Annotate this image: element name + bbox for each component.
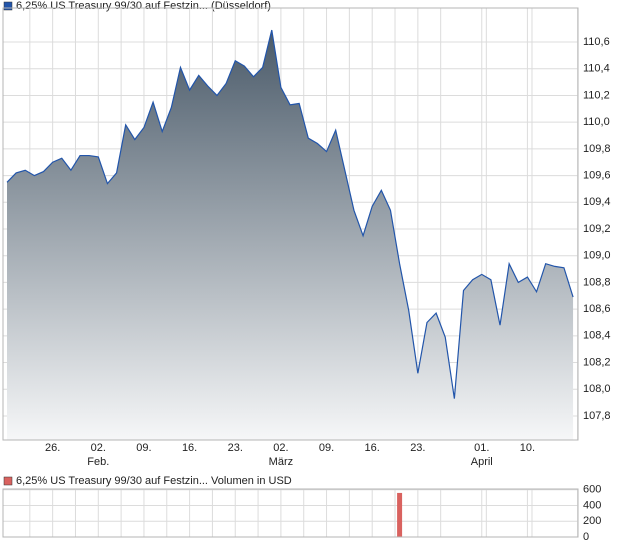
x-tick-label: 23. (410, 442, 425, 454)
y-tick-label: 109,6 (583, 169, 611, 181)
y-tick-label: 108,4 (583, 330, 611, 342)
x-tick-label: 10. (520, 442, 535, 454)
y-tick-label: 400 (583, 499, 601, 511)
y-tick-label: 110,4 (583, 63, 610, 75)
volume-bar (397, 492, 403, 537)
y-tick-label: 108,6 (583, 303, 611, 315)
x-tick-label: 02. (91, 442, 106, 454)
price-line (6, 29, 574, 399)
y-tick-label: 108,8 (583, 276, 611, 288)
y-tick-label: 109,8 (583, 143, 611, 155)
x-month-label: Feb. (87, 456, 109, 468)
x-tick-label: 09. (319, 442, 334, 454)
x-tick-label: 16. (365, 442, 380, 454)
y-tick-label: 110,2 (583, 89, 610, 101)
y-tick-label: 200 (583, 515, 601, 527)
x-tick-label: 23. (228, 442, 243, 454)
plot-frame (2, 488, 579, 538)
x-month-label: April (471, 456, 493, 468)
y-tick-label: 108,2 (583, 356, 611, 368)
y-tick-label: 110,6 (583, 36, 610, 48)
y-tick-label: 109,4 (583, 196, 611, 208)
x-tick-label: 09. (136, 442, 151, 454)
x-tick-label: 01. (474, 442, 489, 454)
x-month-label: März (269, 456, 293, 468)
legend-swatch (3, 476, 13, 486)
area-fill (7, 30, 574, 441)
y-tick-label: 107,8 (583, 410, 611, 422)
y-tick-label: 108,0 (583, 383, 611, 395)
legend-swatch (3, 1, 13, 11)
legend-label: 6,25% US Treasury 99/30 auf Festzin... V… (16, 475, 292, 487)
x-tick-label: 26. (45, 442, 60, 454)
y-tick-label: 109,2 (583, 223, 611, 235)
x-tick-label: 16. (182, 442, 197, 454)
legend-label: 6,25% US Treasury 99/30 auf Festzin... (… (16, 0, 271, 12)
y-tick-label: 600 (583, 484, 601, 496)
x-tick-label: 02. (273, 442, 288, 454)
plot-frame (2, 7, 579, 441)
y-tick-label: 109,0 (583, 250, 611, 262)
y-tick-label: 0 (583, 531, 589, 543)
y-tick-label: 110,0 (583, 116, 610, 128)
